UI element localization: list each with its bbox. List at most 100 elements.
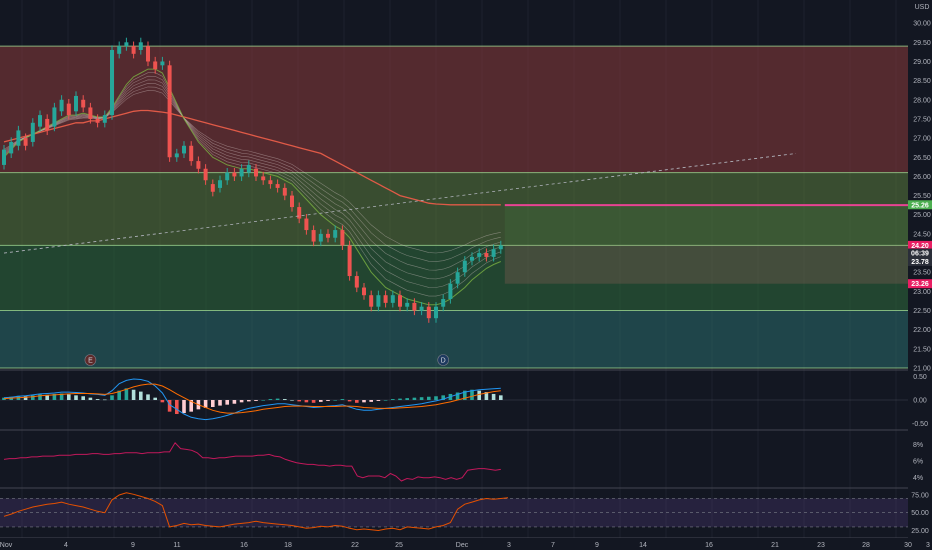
price-tag-background [908,240,932,250]
candle-body [9,141,14,154]
macd-histogram-bar [45,394,49,400]
macd-histogram-bar [340,399,345,400]
candle-body [419,306,424,311]
time-tick-label: Dec [456,542,469,549]
macd-histogram-bar [290,400,294,401]
candle-body [210,184,215,192]
macd-histogram-bar [362,400,366,403]
macd-histogram-bar [311,400,316,403]
time-tick-label: 4 [64,542,68,549]
candle-body [23,138,28,146]
candle-body [347,245,352,277]
macd-histogram-bar [261,400,265,401]
time-tick-label: 3 [926,542,930,549]
time-tick-label: 25 [395,542,403,549]
candle-body [124,42,129,47]
macd-histogram-bar [383,400,388,401]
candle-body [383,295,388,303]
macd-histogram-bar [268,399,273,400]
candle-body [290,195,294,208]
rsi-line [3,492,509,532]
macd-histogram-bar [434,396,438,400]
candle-body [225,172,230,181]
candle-body [246,164,251,173]
price-tag: 23.78 [908,256,932,266]
candle-body [239,168,244,177]
price-zone [0,46,908,173]
rsi-tick-label: 75.00 [911,492,929,499]
macd-histogram-bar [376,400,381,401]
price-tick-label: 28.50 [913,78,931,85]
macd-histogram-bar [326,400,330,401]
time-tick-label: 7 [551,542,555,549]
candle-body [261,176,266,181]
ma-fast-line [3,68,501,306]
candle-body [311,230,316,242]
time-tick-label: 23 [817,542,825,549]
time-tick-label: 21 [771,542,779,549]
time-axis-background [0,538,932,550]
macd-histogram-bar [131,389,136,400]
time-tick-label: 16 [240,542,248,549]
rsi-pane [0,492,908,532]
time-tick-label: 18 [284,542,292,549]
candle-body [218,180,222,188]
candle-body [455,272,460,284]
candle-body [275,184,280,188]
macd-histogram-bar [67,394,71,400]
price-zone [0,245,908,311]
price-tag-background [908,248,932,258]
candle-body [484,253,489,257]
candle-body [470,256,474,261]
event-marker-circle [84,354,97,366]
forecast-box [504,204,908,284]
macd-histogram-bar [38,394,42,400]
macd-histogram-bar [81,396,85,400]
candle-body [268,180,273,185]
candle-body [153,61,158,70]
dashed-trend-line [3,153,797,254]
time-tick-label: 3 [507,542,511,549]
ma-ribbon-line [3,72,501,297]
price-axis[interactable]: USD30.0029.5029.0028.5028.0027.5027.0026… [908,0,932,550]
price-tick-label: 21.00 [913,366,931,373]
candle-body [318,233,323,242]
candle-body [477,253,482,257]
price-tag: 06:39 [908,248,932,258]
candle-body [254,168,258,177]
price-tag-label: 25.26 [911,202,929,209]
price-tick-label: 26.00 [913,174,931,181]
price-tick-label: 27.50 [913,116,931,123]
time-axis[interactable]: Nov 4 9 11 16 18 22 25 Dec 3 7 9 14 16 21 23 28 30 3 [0,538,932,550]
event-marker-e: E [84,354,97,366]
macd-histogram-bar [146,394,150,400]
volatility-tick-label: 4% [913,475,923,482]
candle-body [81,99,86,108]
volatility-line [3,441,501,482]
candlestick-series [2,37,503,323]
ma-ribbon-line [3,82,501,271]
time-tick-label: 9 [595,542,599,549]
macd-histogram-bar [139,391,143,400]
macd-signal-line [3,383,501,414]
macd-histogram-bar [74,395,78,400]
candle-body [189,145,194,162]
price-tag-label: 06:39 [911,251,929,258]
candle-body [441,299,446,307]
ma-ribbon [3,72,501,297]
macd-histogram-bar [355,400,359,403]
macd-histogram-bar [369,400,373,402]
volatility-tick-label: 6% [913,459,923,466]
price-tag-background [908,279,932,289]
candle-body [16,130,21,146]
time-tick-label: 11 [173,542,180,549]
macd-histogram-bar [412,397,417,400]
price-tick-label: 23.50 [913,270,931,277]
candle-body [232,172,237,177]
macd-histogram-bar [484,392,489,400]
price-tag-label: 23.78 [911,259,929,266]
macd-histogram-bar [455,392,460,400]
